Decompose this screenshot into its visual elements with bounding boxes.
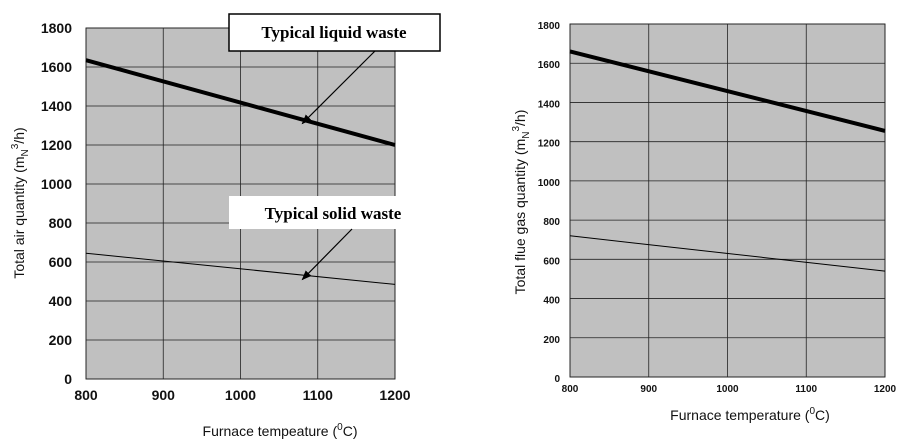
callout-liquid-waste: Typical liquid waste <box>228 13 441 125</box>
y-tick-label: 200 <box>49 332 73 348</box>
x-tick-label: 900 <box>152 387 176 403</box>
y-tick-labels: 0 200 400 600 800 1000 1200 1400 1600 1800 <box>41 20 72 387</box>
x-tick-label: 1200 <box>379 387 410 403</box>
x-axis-title: Furnace temperature (0C) <box>670 406 830 423</box>
callout-solid-waste: Typical solid waste <box>229 196 437 281</box>
y-tick-label: 800 <box>49 215 73 231</box>
x-axis-title: Furnace tempeature (0C) <box>203 422 358 439</box>
y-tick-label: 800 <box>543 217 560 228</box>
x-tick-label: 1000 <box>225 387 256 403</box>
y-tick-label: 1400 <box>41 98 72 114</box>
y-axis-title: Total air quantity (mN3/h) <box>10 127 31 278</box>
y-tick-label: 0 <box>64 371 72 387</box>
y-tick-label: 600 <box>49 254 73 270</box>
y-tick-label: 1600 <box>41 59 72 75</box>
x-tick-labels: 800 900 1000 1100 1200 <box>562 384 897 395</box>
callout-liquid-waste-label: Typical liquid waste <box>261 23 407 42</box>
callout-liquid-waste-arrow <box>301 50 376 125</box>
x-tick-label: 1100 <box>303 387 334 403</box>
y-tick-label: 1000 <box>41 176 72 192</box>
x-tick-label: 800 <box>562 384 579 395</box>
callout-solid-waste-label: Typical solid waste <box>265 204 402 223</box>
x-tick-label: 1200 <box>874 384 897 395</box>
y-tick-label: 600 <box>543 256 560 267</box>
x-tick-label: 1100 <box>795 384 817 395</box>
series-line-liquid <box>85 58 396 147</box>
x-tick-label: 900 <box>640 384 657 395</box>
series-lines <box>569 49 886 272</box>
x-tick-labels: 800 900 1000 1100 1200 <box>74 387 410 403</box>
air-quantity-chart: 800 900 1000 1100 1200 0 200 400 600 800 1000 1200… <box>10 13 441 439</box>
flue-gas-quantity-chart: 800 900 1000 1100 1200 0 200 400 600 800 1000 1200… <box>511 21 897 423</box>
y-tick-label: 1200 <box>41 137 72 153</box>
y-tick-label: 1000 <box>538 178 561 189</box>
y-tick-labels: 0 200 400 600 800 1000 1200 1400 1600 1800 <box>538 21 561 385</box>
y-tick-label: 1200 <box>538 139 561 150</box>
y-tick-label: 1400 <box>538 99 561 110</box>
y-tick-label: 400 <box>49 293 73 309</box>
y-axis-title: Total flue gas quantity (mN3/h) <box>511 110 532 295</box>
x-tick-label: 1000 <box>716 384 739 395</box>
y-tick-label: 1600 <box>538 60 561 71</box>
series-line-solid <box>569 235 886 272</box>
grid-lines <box>569 23 886 378</box>
y-tick-label: 200 <box>543 335 560 346</box>
y-tick-label: 1800 <box>538 21 561 32</box>
x-tick-label: 800 <box>74 387 98 403</box>
y-tick-label: 400 <box>543 296 560 307</box>
y-tick-label: 0 <box>554 374 560 385</box>
callout-solid-waste-arrow <box>301 228 353 281</box>
series-line-liquid <box>569 49 886 133</box>
y-tick-label: 1800 <box>41 20 72 36</box>
series-lines <box>85 58 396 285</box>
series-line-solid <box>85 252 396 285</box>
